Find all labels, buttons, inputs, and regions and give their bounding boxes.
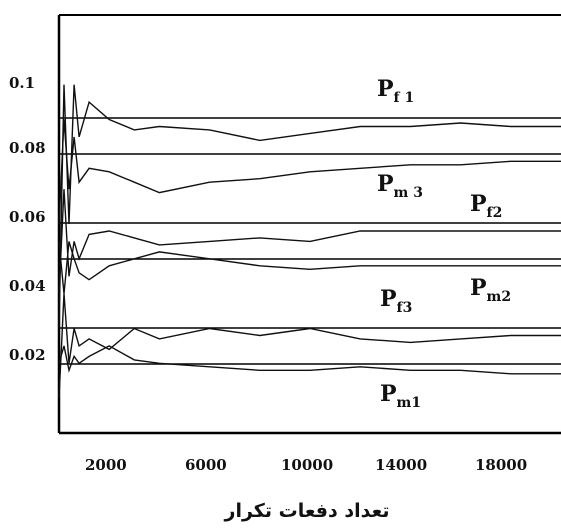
y-tick-label-1: 0.1 [9, 74, 35, 92]
series-line-1 [58, 84, 561, 329]
label-pf1: Pf 1 [377, 76, 414, 106]
series-labels: Pf 1 Pm 3 Pf2 Pf3 Pm2 Pm1 [377, 76, 511, 411]
label-pf2-main: P [470, 191, 487, 217]
series-line-5 [58, 293, 561, 399]
series-line-2 [58, 119, 561, 225]
label-pm1-main: P [380, 381, 397, 407]
label-pm3-sub: m 3 [394, 185, 423, 201]
label-pm1-sub: m1 [397, 395, 422, 411]
y-tick-label-3: 0.06 [9, 208, 46, 226]
label-pm2-sub: m2 [487, 289, 512, 305]
label-pf3-sub: f3 [397, 300, 413, 316]
label-pm3: Pm 3 [377, 171, 423, 201]
x-tick-labels: 2000 6000 10000 14000 18000 [85, 456, 527, 474]
label-pm2: Pm2 [470, 275, 511, 305]
y-tick-label-5: 0.02 [9, 346, 46, 364]
x-tick-label-1: 2000 [85, 456, 127, 474]
y-tick-label-2: 0.08 [9, 139, 46, 157]
label-pm1: Pm1 [380, 381, 421, 411]
x-tick-label-4: 14000 [375, 456, 427, 474]
label-pf2: Pf2 [470, 191, 502, 221]
label-pf3: Pf3 [380, 286, 412, 316]
x-axis-title: تعداد دفعات تکرار [224, 500, 390, 522]
y-tick-label-4: 0.04 [9, 277, 46, 295]
label-pf2-sub: f2 [487, 205, 503, 221]
x-tick-label-3: 10000 [281, 456, 333, 474]
label-pf1-sub: f 1 [394, 90, 415, 106]
series-lines [58, 84, 561, 399]
label-pm3-main: P [377, 171, 394, 197]
label-pf1-main: P [377, 76, 394, 102]
label-pm2-main: P [470, 275, 487, 301]
label-pf3-main: P [380, 286, 397, 312]
reference-lines [59, 117, 561, 365]
series-line-6 [58, 345, 561, 375]
series-line-4 [58, 241, 561, 294]
x-tick-label-2: 6000 [185, 456, 227, 474]
y-tick-labels: 0.1 0.08 0.06 0.04 0.02 [9, 74, 46, 364]
x-tick-label-5: 18000 [475, 456, 527, 474]
